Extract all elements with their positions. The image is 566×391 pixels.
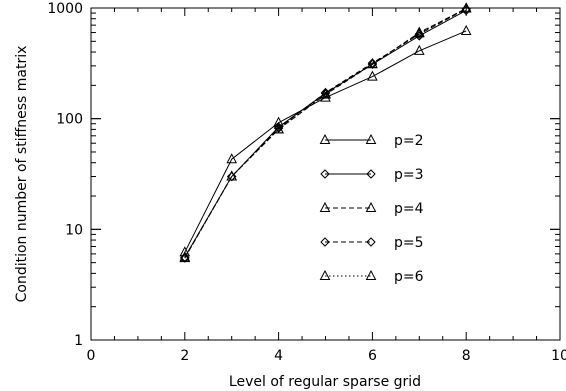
x-tick-label: 0 — [87, 348, 96, 364]
y-tick-label: 10 — [65, 222, 83, 238]
legend-marker — [319, 133, 331, 144]
series-line — [184, 8, 467, 259]
legend-marker — [319, 269, 331, 280]
x-tick-label: 10 — [551, 348, 566, 364]
x-tick-label: 8 — [462, 348, 471, 364]
legend-marker — [365, 201, 377, 212]
legend-marker — [365, 269, 377, 280]
legend-label: p=6 — [394, 269, 424, 285]
legend-entry: p=6 — [319, 269, 424, 285]
legend-label: p=5 — [394, 235, 424, 251]
legend-marker — [320, 169, 330, 179]
y-tick-label: 1000 — [47, 1, 83, 17]
data-point — [273, 122, 284, 132]
series-layer — [179, 2, 472, 263]
data-point — [367, 57, 378, 68]
legend-marker — [319, 201, 331, 212]
data-point — [320, 87, 331, 98]
y-tick-label: 1 — [74, 333, 83, 349]
x-tick-label: 6 — [368, 348, 377, 364]
legend-entry: p=3 — [320, 167, 424, 183]
data-point — [273, 123, 284, 134]
legend-label: p=2 — [394, 133, 424, 149]
series-1 — [179, 24, 472, 257]
series-line — [184, 8, 467, 259]
data-point — [413, 44, 425, 55]
legend-marker — [366, 237, 376, 247]
series-5 — [179, 2, 472, 263]
y-axis-title: Condition number of stiffness matrix — [14, 46, 30, 303]
legend-entry: p=5 — [320, 235, 424, 251]
data-point — [460, 2, 472, 13]
data-point — [179, 251, 191, 263]
legend-marker — [366, 169, 376, 179]
series-line — [184, 10, 467, 258]
legend-marker — [365, 133, 377, 144]
data-point — [460, 24, 472, 35]
series-line — [184, 30, 467, 253]
tick-labels: 0 2 4 6 8 10 1 10 100 1000 — [47, 1, 566, 364]
y-tick-label: 100 — [56, 112, 83, 128]
legend-label: p=3 — [394, 167, 424, 183]
series-3 — [179, 2, 472, 262]
data-point — [367, 70, 378, 81]
data-point — [179, 246, 191, 257]
legend-entry: p=4 — [319, 201, 424, 217]
series-4 — [180, 4, 471, 263]
axis-ticks — [90, 7, 561, 341]
data-point — [226, 170, 238, 181]
legend-marker — [320, 237, 330, 247]
legend: p=2 p=3 p=4 p=5 p=6 — [319, 133, 424, 285]
x-tick-label: 2 — [180, 348, 189, 364]
legend-label: p=4 — [394, 201, 424, 217]
data-point — [226, 153, 238, 164]
x-axis-title: Level of regular sparse grid — [229, 374, 421, 390]
data-point — [273, 116, 284, 127]
data-point — [320, 87, 331, 98]
x-tick-label: 4 — [274, 348, 283, 364]
legend-entry: p=2 — [319, 133, 424, 149]
series-2 — [180, 5, 471, 262]
series-line — [184, 8, 467, 258]
data-point — [413, 27, 425, 38]
